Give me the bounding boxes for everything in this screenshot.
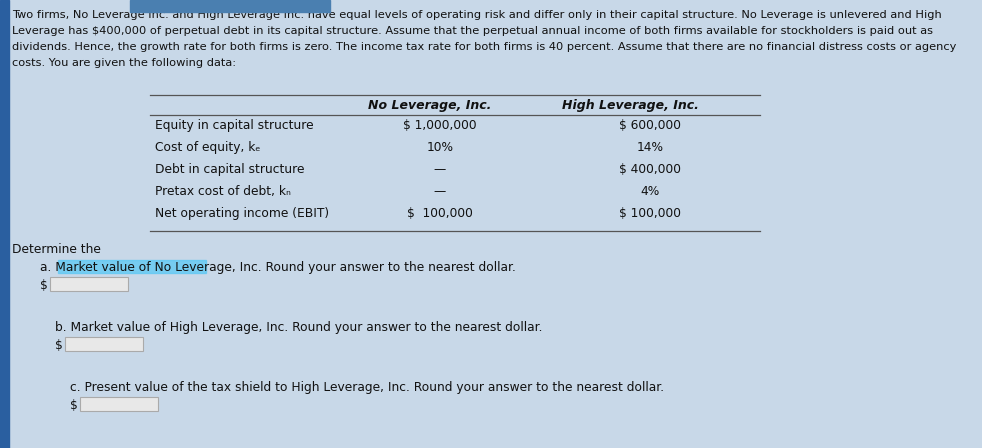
Text: Debt in capital structure: Debt in capital structure: [155, 163, 304, 176]
Text: a. Market value of No Leverage, Inc. Round your answer to the nearest dollar.: a. Market value of No Leverage, Inc. Rou…: [40, 261, 516, 274]
Text: Cost of equity, kₑ: Cost of equity, kₑ: [155, 141, 260, 154]
Text: Net operating income (EBIT): Net operating income (EBIT): [155, 207, 329, 220]
Text: Leverage has $400,000 of perpetual debt in its capital structure. Assume that th: Leverage has $400,000 of perpetual debt …: [12, 26, 933, 36]
Text: 14%: 14%: [636, 141, 664, 154]
Text: 10%: 10%: [426, 141, 454, 154]
Text: $: $: [55, 339, 63, 352]
Text: Two firms, No Leverage Inc. and High Leverage Inc. have equal levels of operatin: Two firms, No Leverage Inc. and High Lev…: [12, 10, 942, 20]
Text: Equity in capital structure: Equity in capital structure: [155, 119, 313, 132]
Text: 4%: 4%: [640, 185, 660, 198]
Text: $ 100,000: $ 100,000: [619, 207, 681, 220]
Text: b. Market value of High Leverage, Inc. Round your answer to the nearest dollar.: b. Market value of High Leverage, Inc. R…: [55, 321, 542, 334]
FancyBboxPatch shape: [80, 397, 158, 411]
Text: Pretax cost of debt, kₙ: Pretax cost of debt, kₙ: [155, 185, 291, 198]
Text: costs. You are given the following data:: costs. You are given the following data:: [12, 58, 236, 68]
Text: $  100,000: $ 100,000: [408, 207, 473, 220]
Text: $ 600,000: $ 600,000: [619, 119, 681, 132]
FancyBboxPatch shape: [65, 337, 143, 351]
Text: $: $: [70, 399, 78, 412]
Text: $: $: [40, 279, 48, 292]
Text: —: —: [434, 185, 446, 198]
Text: c. Present value of the tax shield to High Leverage, Inc. Round your answer to t: c. Present value of the tax shield to Hi…: [70, 381, 664, 394]
Text: $ 1,000,000: $ 1,000,000: [404, 119, 477, 132]
Bar: [0, 0, 9, 448]
Text: Determine the: Determine the: [12, 243, 101, 256]
FancyBboxPatch shape: [50, 277, 128, 291]
Text: $ 400,000: $ 400,000: [619, 163, 681, 176]
Text: dividends. Hence, the growth rate for both firms is zero. The income tax rate fo: dividends. Hence, the growth rate for bo…: [12, 42, 956, 52]
Text: —: —: [434, 163, 446, 176]
Text: High Leverage, Inc.: High Leverage, Inc.: [562, 99, 698, 112]
Text: No Leverage, Inc.: No Leverage, Inc.: [368, 99, 492, 112]
Bar: [130, 0, 330, 12]
Bar: [58, 260, 206, 273]
